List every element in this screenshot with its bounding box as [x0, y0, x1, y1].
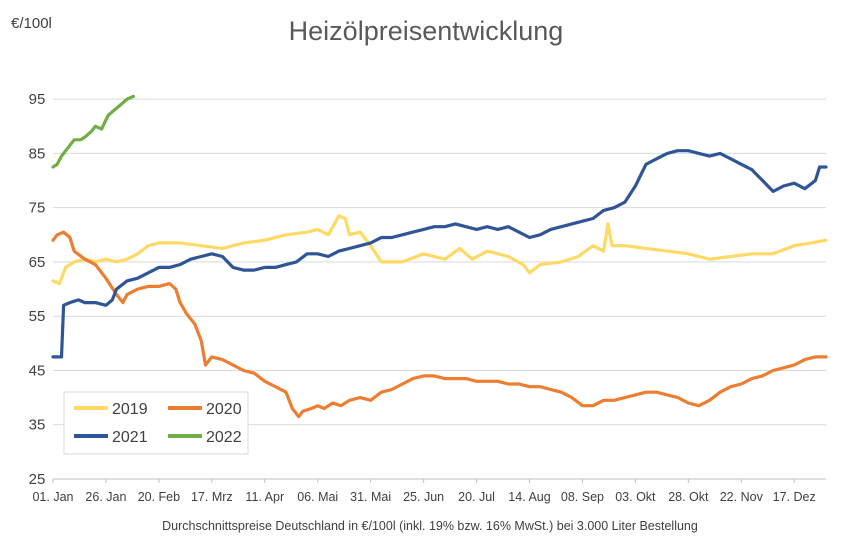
y-tick-label: 95 — [29, 91, 46, 108]
x-tick-label: 17. Mrz — [191, 490, 233, 504]
x-tick-label: 20. Feb — [138, 490, 180, 504]
legend: 2019 2020 2021 2022 — [63, 391, 249, 455]
y-tick-label: 55 — [29, 308, 46, 325]
x-tick-label: 14. Aug — [508, 490, 550, 504]
x-tick-label: 26. Jan — [85, 490, 126, 504]
y-axis-ticks: 25 35 45 55 65 75 85 95 — [29, 91, 46, 488]
x-axis-caption: Durchschnittspreise Deutschland in €/100… — [162, 519, 698, 533]
series-line-2019 — [51, 214, 828, 286]
x-tick-label: 25. Jun — [403, 490, 444, 504]
x-tick-label: 31. Mai — [350, 490, 391, 504]
legend-label-2019: 2019 — [112, 401, 148, 418]
x-tick-label: 03. Okt — [615, 490, 656, 504]
y-tick-label: 65 — [29, 254, 46, 271]
series-line-2022 — [51, 94, 136, 169]
x-tick-label: 22. Nov — [720, 490, 764, 504]
legend-label-2022: 2022 — [206, 429, 242, 446]
y-tick-label: 45 — [29, 362, 46, 379]
chart-title: Heizölpreisentwicklung — [289, 16, 564, 46]
x-tick-label: 01. Jan — [32, 490, 73, 504]
x-axis-ticks: 01. Jan 26. Jan 20. Feb 17. Mrz 11. Apr 06. M… — [32, 479, 816, 504]
series-line-2020 — [51, 230, 828, 419]
legend-box — [63, 391, 249, 455]
y-tick-label: 35 — [29, 417, 46, 434]
y-tick-label: 75 — [29, 200, 46, 217]
series-lines — [51, 94, 828, 419]
x-tick-label: 28. Okt — [668, 490, 709, 504]
x-tick-label: 08. Sep — [561, 490, 604, 504]
legend-label-2021: 2021 — [112, 429, 148, 446]
legend-label-2020: 2020 — [206, 401, 242, 418]
x-tick-label: 11. Apr — [245, 490, 284, 504]
series-line-2021 — [51, 149, 828, 359]
y-tick-label: 25 — [29, 471, 46, 488]
y-tick-label: 85 — [29, 145, 46, 162]
x-tick-label: 17. Dez — [773, 490, 816, 504]
y-axis-unit-label: €/100l — [11, 15, 52, 32]
x-tick-label: 06. Mai — [297, 490, 338, 504]
x-tick-label: 20. Jul — [458, 490, 495, 504]
